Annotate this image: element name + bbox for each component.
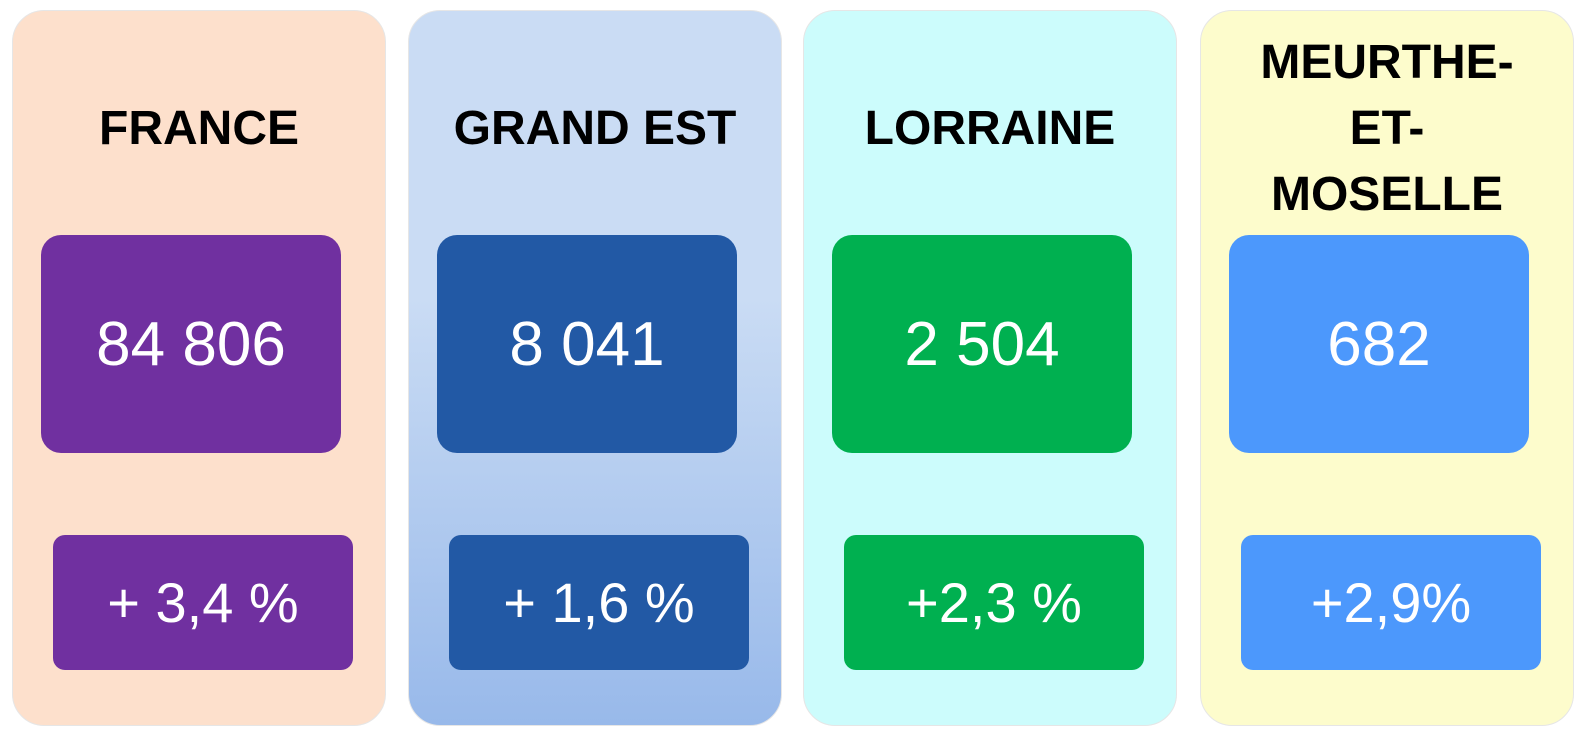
value-box: 8 041: [437, 235, 737, 453]
stat-card: LORRAINE 2 504 +2,3 %: [803, 10, 1177, 726]
change-box: + 3,4 %: [53, 535, 353, 670]
card-title: MEURTHE-ET-MOSELLE: [1201, 29, 1573, 229]
card-title: LORRAINE: [804, 29, 1176, 229]
card-title: GRAND EST: [409, 29, 781, 229]
change-box: +2,9%: [1241, 535, 1541, 670]
stat-card: FRANCE 84 806 + 3,4 %: [12, 10, 386, 726]
value-box: 84 806: [41, 235, 341, 453]
stat-card: GRAND EST 8 041 + 1,6 %: [408, 10, 782, 726]
title-text: GRAND EST: [453, 102, 737, 155]
title-text: MEURTHE-ET-MOSELLE: [1260, 36, 1514, 221]
change-box: +2,3 %: [844, 535, 1144, 670]
title-text: FRANCE: [99, 102, 299, 155]
value-box: 682: [1229, 235, 1529, 453]
value-box: 2 504: [832, 235, 1132, 453]
stat-card: MEURTHE-ET-MOSELLE 682 +2,9%: [1200, 10, 1574, 726]
change-box: + 1,6 %: [449, 535, 749, 670]
title-text: LORRAINE: [864, 102, 1116, 155]
card-title: FRANCE: [13, 29, 385, 229]
